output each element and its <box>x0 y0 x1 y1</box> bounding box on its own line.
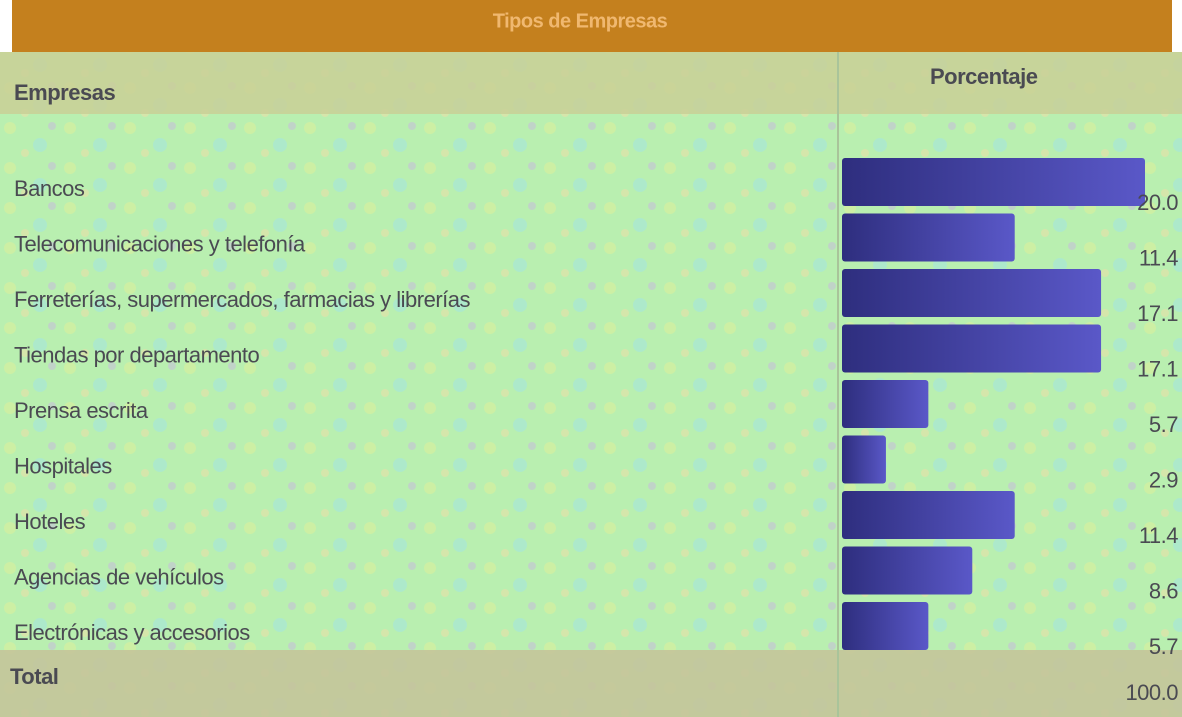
header-row <box>0 52 1182 114</box>
total-row <box>0 650 1182 717</box>
value-label: 20.0 <box>1137 190 1178 215</box>
total-value: 100.0 <box>1125 680 1178 705</box>
bar <box>842 158 1145 206</box>
category-label: Telecomunicaciones y telefonía <box>14 231 306 256</box>
value-label: 11.4 <box>1139 523 1178 548</box>
bar <box>842 491 1015 539</box>
value-label: 5.7 <box>1149 412 1178 437</box>
bar <box>842 546 973 595</box>
bar <box>842 269 1102 317</box>
value-label: 2.9 <box>1149 467 1178 492</box>
bar <box>842 213 1015 262</box>
category-label: Hospitales <box>14 453 112 478</box>
value-label: 5.7 <box>1149 634 1178 659</box>
value-label: 11.4 <box>1139 245 1178 270</box>
category-header: Empresas <box>14 80 115 105</box>
bar <box>842 380 929 428</box>
title-bar <box>12 0 1172 52</box>
value-label: 8.6 <box>1149 578 1178 603</box>
value-label: 17.1 <box>1137 356 1178 381</box>
category-label: Tiendas por departamento <box>14 342 259 367</box>
category-label: Prensa escrita <box>14 398 149 423</box>
value-header: Porcentaje <box>930 64 1038 89</box>
chart-title: Tipos de Empresas <box>493 10 668 32</box>
category-label: Bancos <box>14 176 85 201</box>
bar <box>842 435 886 484</box>
total-label: Total <box>10 664 58 689</box>
bar <box>842 324 1102 373</box>
category-label: Hoteles <box>14 509 86 534</box>
category-label: Ferreterías, supermercados, farmacias y … <box>14 287 470 312</box>
category-label: Electrónicas y accesorios <box>14 620 250 645</box>
category-label: Agencias de vehículos <box>14 564 224 589</box>
value-label: 17.1 <box>1137 301 1178 326</box>
bar <box>842 602 929 650</box>
